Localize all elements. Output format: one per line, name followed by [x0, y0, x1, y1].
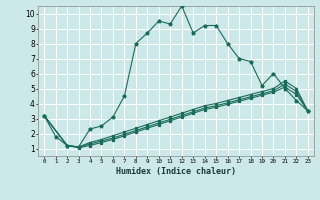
- X-axis label: Humidex (Indice chaleur): Humidex (Indice chaleur): [116, 167, 236, 176]
